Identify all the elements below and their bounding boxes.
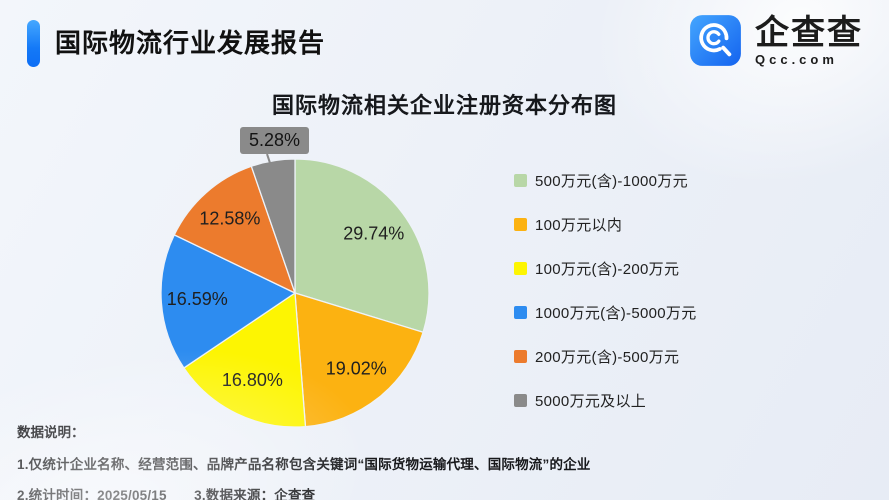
legend-item-1: 100万元以内 [514,202,697,246]
legend-item-2: 100万元(含)-200万元 [514,246,697,290]
callout-leader-line [266,153,278,183]
qcc-magnifier-icon [689,14,742,67]
pie-label-2: 16.80% [222,370,283,390]
legend-marker-icon [514,173,527,187]
legend-item-3: 1000万元(含)-5000万元 [514,290,697,334]
legend-item-0: 500万元(含)-1000万元 [514,158,697,202]
chart-title: 国际物流相关企业注册资本分布图 [271,93,617,118]
notes-heading: 数据说明： [17,425,85,440]
legend-label: 500万元(含)-1000万元 [535,172,688,190]
note-line-1: 1.仅统计企业名称、经营范围、品牌产品名称包含关键词“国际货物运输代理、国际物流… [17,457,591,472]
footer-notes: 数据说明： 1.仅统计企业名称、经营范围、品牌产品名称包含关键词“国际货物运输代… [17,421,877,500]
callout-label-5000wan: 5.28% [240,127,310,154]
pie-slice-3 [160,234,297,369]
legend-item-4: 200万元(含)-500万元 [514,334,697,378]
pie-label-0: 29.74% [343,223,404,243]
pie-slice-1 [294,292,424,428]
legend-item-5: 5000万元及以上 [514,378,697,422]
note-line-2: 2.统计时间：2025/05/15 3.数据来源：企查查 [17,488,316,500]
legend-marker-icon [514,349,527,363]
legend-label: 5000万元及以上 [535,392,647,410]
logo-text: 企查查 Qcc.com [755,15,863,67]
logo-domain: Qcc.com [755,51,838,67]
legend-marker-icon [514,305,527,319]
pie-slice-4 [173,165,297,295]
legend: 500万元(含)-1000万元 100万元以内 100万元(含)-200万元 1000… [514,158,697,422]
legend-label: 1000万元(含)-5000万元 [535,304,697,322]
legend-label: 100万元以内 [535,216,623,234]
legend-marker-icon [514,393,527,407]
pie-label-1: 19.02% [326,358,387,378]
pie-label-3: 16.59% [167,289,228,309]
legend-label: 200万元(含)-500万元 [535,348,680,366]
legend-label: 100万元(含)-200万元 [535,260,680,278]
report-title: 国际物流行业发展报告 [55,28,326,58]
title-accent-bar [27,20,40,67]
pie-slice-5 [250,158,296,294]
qcc-logo: 企查查 Qcc.com [689,14,863,67]
pie-chart: 29.74% 19.02% 16.80% 16.59% 12.58% [160,153,430,428]
legend-marker-icon [514,261,527,275]
pie-slice-2 [183,291,307,428]
pie-slice-0 [294,158,430,334]
pie-label-4: 12.58% [199,209,260,229]
legend-marker-icon [514,217,527,231]
logo-name: 企查查 [755,13,863,52]
